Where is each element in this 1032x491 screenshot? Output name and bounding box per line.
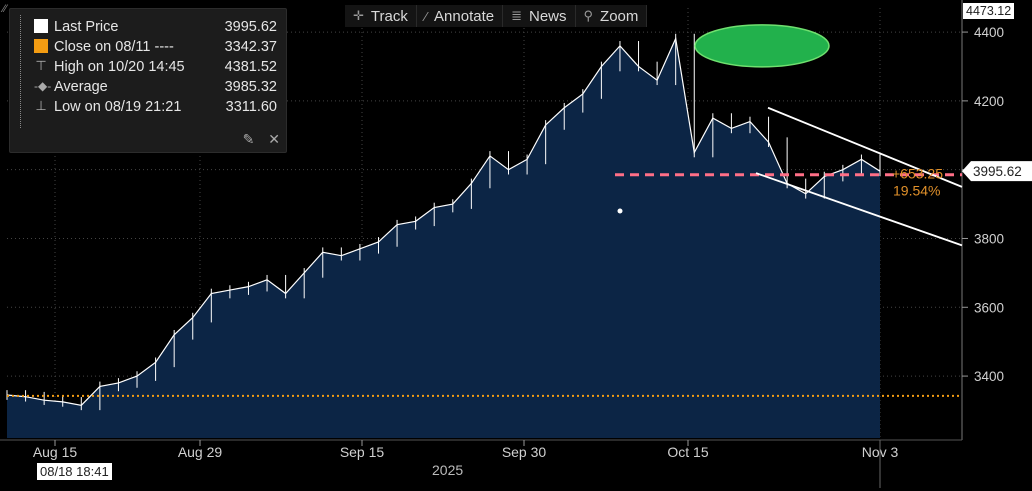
news-icon: ≣ xyxy=(511,8,522,23)
zoom-button[interactable]: ⚲ Zoom xyxy=(576,5,648,27)
x-axis-year-label: 2025 xyxy=(432,462,464,478)
price-area xyxy=(7,38,880,439)
marker-dot xyxy=(617,208,623,214)
legend-label: Low on 08/19 21:21 xyxy=(54,99,182,115)
y-tick-label: 3600 xyxy=(974,300,1004,315)
chart-toolbar: ✛ Track ⁄ Annotate ≣ News ⚲ Zoom xyxy=(345,5,648,27)
legend-label: Last Price xyxy=(54,19,119,35)
change-pct-label: 19.54% xyxy=(893,182,940,198)
price-line xyxy=(6,36,881,406)
close-icon[interactable]: ✕ xyxy=(268,131,280,147)
crosshair-icon: ✛ xyxy=(353,8,364,23)
orange-square-icon xyxy=(34,39,48,53)
legend-value: 3995.62 xyxy=(224,19,277,35)
x-tick-label: Aug 15 xyxy=(33,444,78,460)
track-label: Track xyxy=(370,7,408,25)
x-tick-label: Oct 15 xyxy=(667,444,708,460)
legend-label: Close on 08/11 ---- xyxy=(54,39,174,55)
legend-row-high[interactable]: ⊤ High on 10/20 14:45 4381.52 xyxy=(10,57,286,77)
low-marker-icon: ⊥ xyxy=(35,98,47,113)
legend-row-last-price[interactable]: Last Price 3995.62 xyxy=(10,17,286,37)
news-label: News xyxy=(529,7,567,25)
last-price-tag-label: 3995.62 xyxy=(973,164,1022,179)
legend-value: 4381.52 xyxy=(224,59,277,75)
legend-row-low[interactable]: ⊥ Low on 08/19 21:21 3311.60 xyxy=(10,97,286,117)
y-tick-label: 4400 xyxy=(974,25,1004,40)
legend-value: 3342.37 xyxy=(224,39,277,55)
x-tick-label: Sep 30 xyxy=(502,444,547,460)
news-button[interactable]: ≣ News xyxy=(503,5,576,27)
last-price-tag xyxy=(962,161,1032,182)
average-marker-icon: -◆- xyxy=(34,79,52,93)
legend-label: Average xyxy=(54,79,108,95)
cursor-date-tag: 08/18 18:41 xyxy=(37,463,112,480)
legend-value: 3985.32 xyxy=(224,79,277,95)
annotate-button[interactable]: ⁄ Annotate xyxy=(417,5,504,27)
x-tick-label: Sep 15 xyxy=(340,444,385,460)
change-abs-label: +653.25 xyxy=(892,165,943,181)
y-tick-label: 3800 xyxy=(974,231,1004,246)
zoom-label: Zoom xyxy=(600,7,639,25)
channel-lower-line xyxy=(755,172,963,247)
pencil-icon: ⁄ xyxy=(424,8,428,24)
peak-ellipse xyxy=(694,24,830,68)
magnifier-icon: ⚲ xyxy=(583,8,594,23)
white-square-icon xyxy=(34,19,48,33)
y-tick-label: 3400 xyxy=(974,369,1004,384)
high-marker-icon: ⊤ xyxy=(35,58,47,73)
axis-high-tag: 4473.12 xyxy=(963,3,1015,19)
legend-label: High on 10/20 14:45 xyxy=(54,59,185,75)
resize-corner-icon[interactable]: ⁄⁄ xyxy=(3,3,7,15)
legend-row-average[interactable]: -◆- Average 3985.32 xyxy=(10,77,286,97)
legend-tree-lines xyxy=(20,15,27,128)
annotate-label: Annotate xyxy=(434,7,495,25)
channel-upper-line xyxy=(767,106,963,188)
pin-icon[interactable]: ✎ xyxy=(242,131,255,147)
legend-tools: ✎ ✕ xyxy=(233,131,280,148)
legend-value: 3311.60 xyxy=(225,99,277,115)
legend-row-close[interactable]: Close on 08/11 ---- 3342.37 xyxy=(10,37,286,57)
y-tick-label: 4200 xyxy=(974,94,1004,109)
track-button[interactable]: ✛ Track xyxy=(345,5,417,27)
x-tick-label: Aug 29 xyxy=(178,444,223,460)
legend-panel: Last Price 3995.62 Close on 08/11 ---- 3… xyxy=(9,8,287,153)
